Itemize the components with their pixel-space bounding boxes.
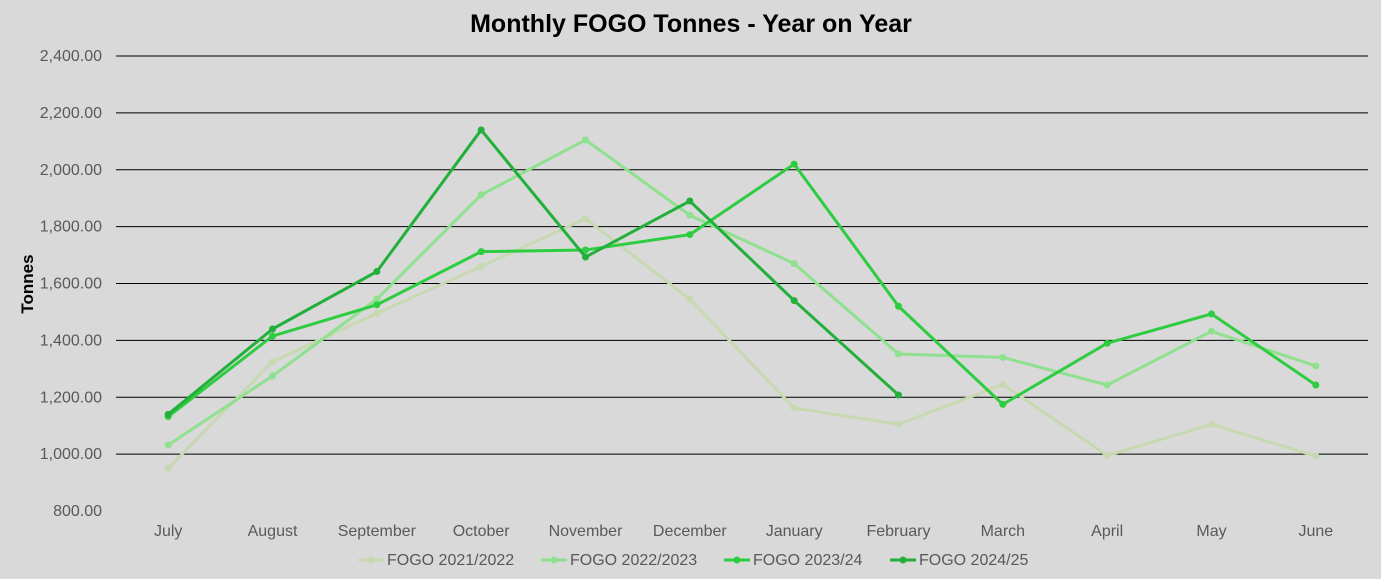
data-point bbox=[477, 248, 485, 256]
data-point bbox=[1312, 452, 1320, 460]
data-point bbox=[582, 246, 589, 254]
legend-item: FOGO 2023/24 bbox=[724, 552, 862, 569]
data-point bbox=[1103, 381, 1111, 389]
data-point bbox=[1208, 310, 1215, 318]
data-point bbox=[164, 464, 172, 472]
data-point bbox=[373, 295, 381, 303]
series-line bbox=[166, 217, 1318, 470]
data-point bbox=[373, 309, 381, 317]
data-point bbox=[895, 391, 902, 399]
legend-swatch-marker bbox=[550, 556, 558, 564]
legend-swatch-marker bbox=[367, 556, 375, 564]
legend-label: FOGO 2024/25 bbox=[919, 552, 1028, 569]
data-point bbox=[790, 160, 798, 168]
x-tick-label: April bbox=[1091, 523, 1123, 540]
x-tick-label: December bbox=[653, 523, 727, 540]
series-3 bbox=[164, 160, 1320, 421]
data-point bbox=[895, 302, 902, 310]
series-lines bbox=[164, 126, 1320, 472]
x-tick-label: August bbox=[248, 523, 298, 540]
x-tick-labels: July August September October November Decemb… bbox=[154, 523, 1333, 540]
series-line bbox=[166, 128, 900, 416]
x-tick-label: July bbox=[154, 523, 182, 540]
y-tick-label: 2,000.00 bbox=[40, 162, 102, 179]
data-point bbox=[790, 404, 798, 412]
legend-item: FOGO 2024/25 bbox=[890, 552, 1028, 569]
data-point bbox=[1208, 420, 1215, 428]
data-point bbox=[164, 441, 172, 449]
series-line bbox=[166, 162, 1318, 419]
x-tick-label: February bbox=[866, 523, 930, 540]
data-point bbox=[164, 410, 172, 418]
y-tick-label: 2,200.00 bbox=[40, 105, 102, 122]
legend: FOGO 2021/2022 FOGO 2022/2023 FOGO 2023/24… bbox=[358, 552, 1028, 569]
data-point bbox=[790, 260, 798, 268]
y-tick-label: 1,600.00 bbox=[40, 276, 102, 293]
data-point bbox=[686, 231, 694, 239]
y-tick-label: 1,800.00 bbox=[40, 219, 102, 236]
data-point bbox=[1312, 362, 1320, 370]
data-point bbox=[373, 301, 381, 309]
data-point bbox=[686, 211, 694, 219]
x-tick-label: October bbox=[453, 523, 511, 540]
y-axis-title: Tonnes bbox=[18, 254, 37, 313]
data-point bbox=[269, 325, 276, 333]
x-tick-label: January bbox=[766, 523, 823, 540]
legend-swatch-marker bbox=[733, 556, 741, 564]
data-point bbox=[999, 353, 1007, 361]
data-point bbox=[895, 350, 902, 358]
legend-label: FOGO 2022/2023 bbox=[570, 552, 697, 569]
data-point bbox=[1103, 339, 1111, 347]
data-point bbox=[582, 136, 589, 144]
y-tick-label: 1,000.00 bbox=[40, 446, 102, 463]
data-point bbox=[686, 295, 694, 303]
data-point bbox=[582, 215, 589, 223]
gridlines bbox=[116, 55, 1368, 455]
y-tick-labels: 800.00 1,000.00 1,200.00 1,400.00 1,600.00 1,… bbox=[40, 48, 102, 520]
chart-title: Monthly FOGO Tonnes - Year on Year bbox=[470, 10, 912, 38]
y-tick-label: 2,400.00 bbox=[40, 48, 102, 65]
data-point bbox=[790, 297, 798, 305]
series-1 bbox=[164, 215, 1320, 472]
data-point bbox=[1103, 452, 1111, 460]
x-tick-label: March bbox=[981, 523, 1025, 540]
legend-item: FOGO 2022/2023 bbox=[541, 552, 697, 569]
series-4 bbox=[164, 126, 902, 418]
data-point bbox=[373, 268, 381, 276]
data-point bbox=[477, 191, 485, 199]
data-point bbox=[477, 262, 485, 270]
x-tick-label: June bbox=[1298, 523, 1333, 540]
y-tick-label: 800.00 bbox=[53, 503, 102, 520]
series-line bbox=[166, 138, 1318, 447]
x-tick-label: November bbox=[549, 523, 623, 540]
data-point bbox=[999, 400, 1007, 408]
y-tick-label: 1,400.00 bbox=[40, 332, 102, 349]
data-point bbox=[269, 358, 276, 366]
legend-swatch-marker bbox=[899, 556, 907, 564]
data-point bbox=[895, 420, 902, 428]
legend-label: FOGO 2023/24 bbox=[753, 552, 862, 569]
data-point bbox=[269, 332, 276, 340]
data-point bbox=[999, 380, 1007, 388]
data-point bbox=[1312, 381, 1320, 389]
data-point bbox=[686, 197, 694, 205]
data-point bbox=[477, 126, 485, 134]
data-point bbox=[582, 253, 589, 261]
x-tick-label: September bbox=[338, 523, 417, 540]
data-point bbox=[269, 372, 276, 380]
x-tick-label: May bbox=[1196, 523, 1226, 540]
legend-label: FOGO 2021/2022 bbox=[387, 552, 514, 569]
series-2 bbox=[164, 136, 1320, 449]
legend-item: FOGO 2021/2022 bbox=[358, 552, 514, 569]
data-point bbox=[1208, 327, 1215, 335]
y-tick-label: 1,200.00 bbox=[40, 389, 102, 406]
